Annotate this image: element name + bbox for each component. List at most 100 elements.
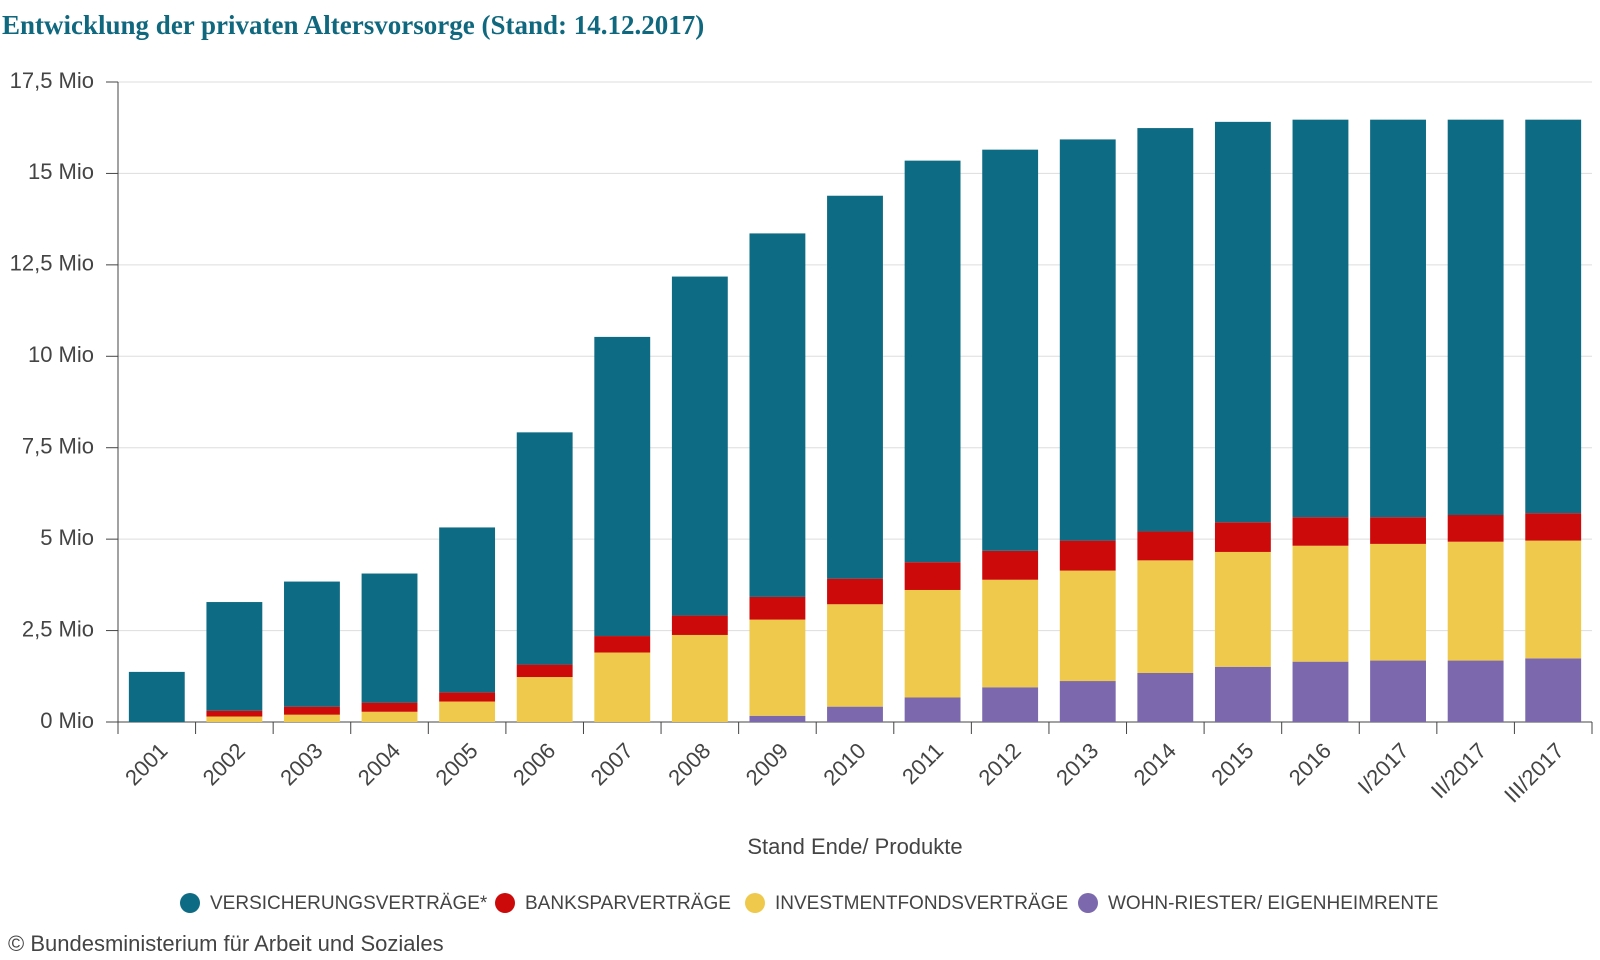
bar-segment [827,706,883,722]
bar-segment [516,664,573,678]
bar-segment [361,573,418,703]
bar-segment [1370,517,1426,544]
bar-segment [982,149,1039,551]
x-tick-label: II/2017 [1426,738,1491,803]
y-tick-label: 0 Mio [40,708,94,733]
x-tick-label: 2014 [1129,738,1181,790]
bar-segment [1525,540,1582,659]
bar-segment [827,195,883,579]
bar-segment [1059,681,1116,722]
y-tick-label: 15 Mio [28,159,94,184]
x-tick-label: III/2017 [1499,738,1569,808]
bar-segment [827,578,883,605]
bar-segment [749,233,806,597]
bar-segment [1214,551,1271,667]
bar-segment [594,652,651,722]
bar-segment [671,276,728,616]
bar-segment [749,596,806,620]
bar-segment [1137,531,1194,561]
y-tick-label: 2,5 Mio [22,616,94,641]
y-tick-label: 12,5 Mio [10,251,94,276]
legend-marker [745,893,765,913]
x-tick-label: 2002 [198,738,250,790]
x-tick-label: 2015 [1206,738,1258,790]
bar-segment [1137,672,1194,722]
bar-segment [206,602,263,711]
x-tick-label: 2004 [353,738,405,790]
bar-segment [284,706,340,715]
y-tick-label: 5 Mio [40,525,94,550]
source: © Bundesministerium für Arbeit und Sozia… [8,931,444,956]
bar-segment [206,716,263,722]
x-tick-label: 2010 [818,738,870,790]
legend-label: WOHN-RIESTER/ EIGENHEIMRENTE [1108,893,1438,914]
bar-segment [904,589,961,698]
bar-segment [1137,560,1194,673]
bar-segment [1370,660,1426,722]
x-tick-label: 2007 [586,738,638,790]
bar-segment [671,634,728,722]
x-tick-label: 2012 [974,738,1026,790]
bar-segment [1059,570,1116,682]
bar-segment [439,701,496,722]
bar-segment [1059,540,1116,571]
x-tick-label: 2009 [741,738,793,790]
x-tick-label: 2016 [1284,738,1336,790]
y-tick-label: 17,5 Mio [10,68,94,93]
bar-segment [516,677,573,722]
y-tick-label: 7,5 Mio [22,434,94,459]
bar-segment [1214,666,1271,722]
bar-segment [594,636,651,653]
bar-segment [1447,660,1504,722]
bar-segment [1525,119,1582,514]
bar-segment [904,562,961,590]
x-tick-label: 2006 [508,738,560,790]
bar-segment [284,714,340,722]
bar-segment [749,715,806,722]
x-tick-label: 2003 [275,738,327,790]
bar-segment [1137,128,1194,532]
chart-title: Entwicklung der privaten Altersvorsorge … [2,10,704,40]
x-tick-label: 2011 [897,738,948,789]
bar-segment [516,432,573,665]
legend-marker [180,893,200,913]
legend-label: BANKSPARVERTRÄGE [525,893,731,914]
bar-segment [904,697,961,722]
bar-segment [361,702,418,712]
legend-label: VERSICHERUNGSVERTRÄGE* [210,893,488,914]
x-tick-label: 2008 [663,738,715,790]
bar-segment [1447,119,1504,516]
x-axis-title: Stand Ende/ Produkte [747,834,962,859]
bar-segment [439,692,496,702]
bar-segment [1447,541,1504,661]
bar-segment [982,579,1039,688]
bar-segment [206,710,263,717]
bar-segment [284,581,340,707]
x-tick-label: 2001 [120,738,172,790]
x-tick-label: I/2017 [1353,738,1414,799]
bar-segment [594,336,651,637]
bar-segment [1370,543,1426,661]
bar-segment [1292,119,1349,518]
bar-segment [1214,522,1271,552]
bar-segment [671,615,728,635]
bar-segment [1292,517,1349,546]
y-tick-label: 10 Mio [28,342,94,367]
bar-segment [1059,139,1116,541]
bar-segment [982,687,1039,722]
bar-segment [1525,513,1582,541]
bar-segment [749,619,806,716]
bar-segment [128,671,185,722]
bar-segment [1447,515,1504,542]
bar-segment [982,550,1039,580]
x-tick-label: 2013 [1051,738,1103,790]
x-tick-label: 2005 [430,738,482,790]
bar-segment [1370,119,1426,518]
bar-segment [827,604,883,707]
bar-segment [1214,121,1271,523]
bar-segment [1292,545,1349,662]
legend-marker [1078,893,1098,913]
bar-segment [1525,658,1582,722]
bar-segment [361,711,418,722]
